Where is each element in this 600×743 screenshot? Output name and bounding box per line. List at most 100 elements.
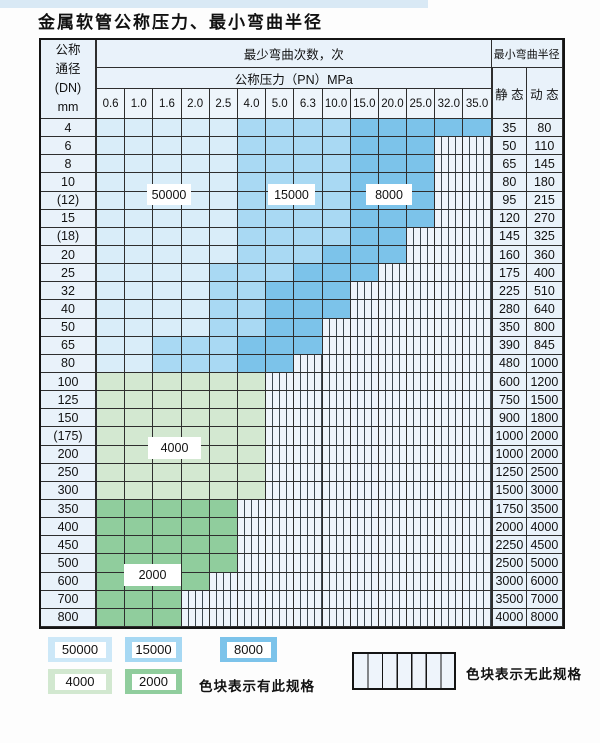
- spec-cell: [378, 427, 408, 446]
- spec-cell: [463, 518, 492, 537]
- spec-cell: [350, 499, 379, 519]
- spec-cell: [237, 427, 267, 446]
- spec-cell: [153, 409, 182, 428]
- spec-cell: [237, 191, 267, 210]
- spec-cell: [153, 372, 182, 392]
- spec-cell: [237, 119, 267, 138]
- spec-cell: [322, 463, 351, 482]
- spec-cell: [378, 300, 408, 319]
- spec-cell: [322, 282, 351, 301]
- spec-cell: [350, 264, 379, 283]
- spec-cell: [407, 481, 436, 500]
- spec-cell: [407, 300, 436, 319]
- spec-cell: [463, 463, 492, 482]
- spec-cell: [463, 590, 492, 609]
- spec-cell: [407, 245, 436, 265]
- spec-cell: [407, 191, 436, 210]
- dn-cell: 450: [41, 536, 97, 555]
- spec-cell: [435, 536, 464, 555]
- dynamic-column-header: 动 态: [527, 68, 563, 119]
- dynamic-value-cell: 1500: [527, 391, 563, 410]
- spec-cell: [322, 264, 351, 283]
- spec-cell: [435, 590, 464, 609]
- spec-cell: [463, 155, 492, 174]
- spec-cell: [209, 282, 238, 301]
- spec-cell: [435, 245, 464, 265]
- spec-cell: [209, 155, 238, 174]
- spec-cell: [125, 499, 154, 519]
- spec-cell: [97, 518, 126, 537]
- dynamic-value-cell: 2000: [527, 445, 563, 464]
- spec-cell: [322, 372, 351, 392]
- spec-cell: [294, 572, 323, 591]
- spec-cell: [350, 372, 379, 392]
- dn-cell: 350: [41, 499, 97, 519]
- spec-cell: [322, 536, 351, 555]
- spec-cell: [322, 391, 351, 410]
- legend-swatch-50000: 50000: [48, 637, 112, 662]
- spec-cell: [407, 445, 436, 464]
- spec-cell: [378, 463, 408, 482]
- pressure-tick: 35.0: [463, 89, 492, 119]
- dn-cell: 800: [41, 608, 97, 627]
- spec-cell: [237, 336, 267, 355]
- spec-cell: [209, 209, 238, 228]
- spec-cell: [350, 155, 379, 174]
- dn-cell: 8: [41, 155, 97, 174]
- dn-header-line: 通径: [55, 62, 81, 76]
- spec-cell: [407, 463, 436, 482]
- spec-cell: [237, 155, 267, 174]
- spec-cell: [378, 155, 408, 174]
- dn-cell: 600: [41, 572, 97, 591]
- spec-cell: [407, 137, 436, 156]
- dn-cell: 80: [41, 354, 97, 373]
- spec-cell: [322, 481, 351, 500]
- pressure-tick: 2.5: [209, 89, 238, 119]
- spec-cell: [125, 481, 154, 500]
- spec-cell: [350, 336, 379, 355]
- spec-cell: [97, 191, 126, 210]
- dynamic-value-cell: 5000: [527, 554, 563, 573]
- static-value-cell: 1750: [491, 499, 528, 519]
- spec-cell: [97, 264, 126, 283]
- spec-cell: [181, 463, 210, 482]
- spec-cell: [181, 227, 210, 246]
- pressure-tick: 25.0: [407, 89, 436, 119]
- spec-cell: [266, 427, 295, 446]
- dynamic-value-cell: 1000: [527, 354, 563, 373]
- spec-cell: [125, 391, 154, 410]
- pressure-tick: 1.6: [153, 89, 182, 119]
- spec-cell: [322, 499, 351, 519]
- static-value-cell: 35: [491, 119, 528, 138]
- spec-cell: [294, 463, 323, 482]
- spec-cell: [378, 572, 408, 591]
- spec-cell: [407, 499, 436, 519]
- spec-cell: [97, 608, 126, 627]
- spec-cell: [181, 391, 210, 410]
- spec-cell: [378, 518, 408, 537]
- spec-cell: [463, 481, 492, 500]
- static-value-cell: 1000: [491, 427, 528, 446]
- spec-cell: [350, 463, 379, 482]
- dynamic-value-cell: 3000: [527, 481, 563, 500]
- spec-cell: [125, 209, 154, 228]
- static-value-cell: 2000: [491, 518, 528, 537]
- spec-cell: [294, 318, 323, 337]
- spec-cell: [209, 300, 238, 319]
- spec-cell: [294, 391, 323, 410]
- spec-cell: [407, 372, 436, 392]
- dynamic-value-cell: 800: [527, 318, 563, 337]
- spec-cell: [463, 536, 492, 555]
- dn-cell: 65: [41, 336, 97, 355]
- spec-cell: [407, 536, 436, 555]
- spec-cell: [463, 300, 492, 319]
- spec-cell: [322, 173, 351, 192]
- spec-cell: [435, 264, 464, 283]
- dynamic-value-cell: 510: [527, 282, 563, 301]
- spec-table-wrap: 公称 通径 (DN) mm 最少弯曲次数，次 最小弯曲半径 公称压力（PN）MP…: [39, 38, 565, 629]
- spec-cell: [350, 227, 379, 246]
- spec-cell: [463, 282, 492, 301]
- spec-cell: [378, 372, 408, 392]
- spec-cell: [237, 354, 267, 373]
- spec-cell: [407, 336, 436, 355]
